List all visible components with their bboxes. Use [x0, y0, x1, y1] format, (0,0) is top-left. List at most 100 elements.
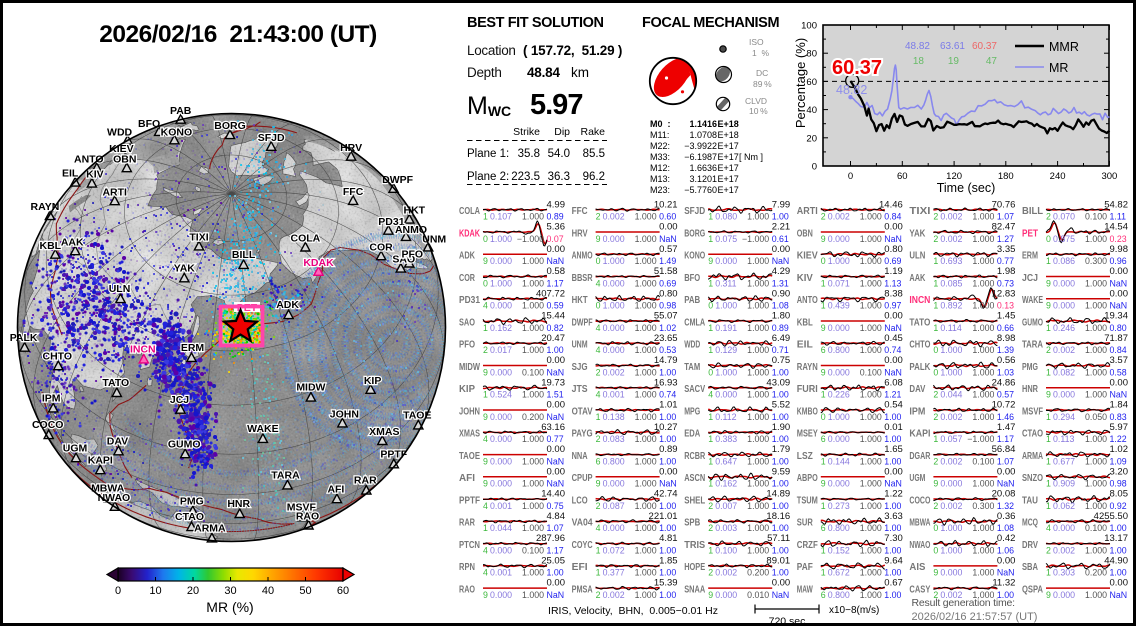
- svg-text:9: 9: [483, 256, 488, 266]
- svg-text:HNR: HNR: [1022, 384, 1039, 395]
- svg-text:MR: MR: [1049, 61, 1068, 75]
- svg-text:ERM: ERM: [1022, 251, 1038, 262]
- svg-text:1.00: 1.00: [659, 568, 676, 578]
- svg-text:0: 0: [1046, 234, 1051, 244]
- svg-text:1: 1: [1046, 456, 1051, 466]
- svg-text:Time (sec): Time (sec): [937, 181, 996, 195]
- svg-text:44.90: 44.90: [1104, 556, 1128, 567]
- svg-text:1.00: 1.00: [659, 523, 676, 533]
- svg-text:YAK: YAK: [909, 228, 926, 239]
- svg-text:MMR: MMR: [1049, 40, 1079, 54]
- svg-text:1.000: 1.000: [747, 523, 769, 533]
- svg-text:0.000: 0.000: [1053, 590, 1075, 600]
- svg-text:1.00: 1.00: [547, 345, 564, 355]
- svg-text:0.010: 0.010: [747, 590, 769, 600]
- svg-text:1.47: 1.47: [997, 422, 1016, 433]
- svg-text:20: 20: [806, 133, 817, 144]
- svg-text:9: 9: [821, 479, 826, 489]
- svg-text:0.062: 0.062: [1053, 501, 1075, 511]
- svg-text:6: 6: [821, 590, 826, 600]
- svg-text:6.49: 6.49: [772, 333, 791, 344]
- svg-text:24.86: 24.86: [992, 377, 1016, 388]
- svg-text:0.107: 0.107: [490, 212, 512, 222]
- svg-text:NWAO: NWAO: [909, 540, 930, 551]
- svg-text:UNM: UNM: [572, 340, 588, 351]
- svg-text:1: 1: [821, 456, 826, 466]
- svg-text:1.07: 1.07: [547, 523, 564, 533]
- svg-text:1.00: 1.00: [772, 501, 789, 511]
- svg-text:0.01: 0.01: [884, 422, 903, 433]
- svg-text:KAPI: KAPI: [909, 429, 930, 440]
- svg-text:IPM: IPM: [909, 406, 925, 417]
- svg-text:WDD: WDD: [107, 127, 132, 139]
- svg-text:4: 4: [1046, 523, 1051, 533]
- svg-text:1: 1: [483, 323, 488, 333]
- svg-text:0.69: 0.69: [884, 256, 901, 266]
- svg-text:MSVF: MSVF: [1022, 406, 1043, 417]
- svg-text:0.001: 0.001: [490, 501, 512, 511]
- svg-text:0.002: 0.002: [715, 568, 737, 578]
- svg-text:IRIS, Velocity, BHN, 0.005−0: IRIS, Velocity, BHN, 0.005−0.01 Hz: [548, 605, 718, 617]
- svg-text:0.226: 0.226: [828, 390, 850, 400]
- svg-text:1: 1: [708, 479, 713, 489]
- svg-text:2: 2: [1046, 545, 1051, 555]
- svg-text:0.98: 0.98: [1110, 479, 1127, 489]
- svg-text:1.000: 1.000: [747, 412, 769, 422]
- svg-text:0.002: 0.002: [603, 367, 625, 377]
- svg-text:HKT: HKT: [404, 205, 426, 217]
- svg-text:SAO: SAO: [392, 254, 415, 266]
- svg-text:0.086: 0.086: [1053, 256, 1075, 266]
- svg-text:48.82: 48.82: [836, 83, 867, 97]
- svg-text:SBA: SBA: [1022, 562, 1038, 573]
- svg-text:1: 1: [708, 545, 713, 555]
- svg-text:0.892: 0.892: [940, 301, 962, 311]
- svg-text:2: 2: [596, 590, 601, 600]
- svg-text:1.49: 1.49: [659, 256, 676, 266]
- svg-text:1.000: 1.000: [635, 479, 657, 489]
- svg-text:0: 0: [483, 234, 488, 244]
- svg-text:BORG: BORG: [684, 228, 705, 239]
- svg-text:1.00: 1.00: [772, 212, 789, 222]
- svg-text:KDAK: KDAK: [459, 228, 481, 239]
- svg-text:0.909: 0.909: [1053, 479, 1075, 489]
- svg-text:FURI: FURI: [797, 384, 818, 395]
- svg-text:PMSA: PMSA: [572, 584, 593, 595]
- svg-text:CTAO: CTAO: [1022, 429, 1043, 440]
- svg-text:1: 1: [708, 345, 713, 355]
- svg-text:0.00: 0.00: [547, 400, 566, 411]
- svg-text:PD31: PD31: [378, 216, 404, 228]
- svg-text:0.00: 0.00: [997, 556, 1016, 567]
- svg-text:INCN: INCN: [130, 344, 156, 356]
- svg-text:0.000: 0.000: [603, 523, 625, 533]
- svg-text:SACV: SACV: [684, 384, 705, 395]
- svg-text:ARTI: ARTI: [797, 206, 818, 217]
- svg-text:1.000: 1.000: [972, 545, 994, 555]
- svg-text:0.524: 0.524: [490, 390, 512, 400]
- svg-text:2: 2: [933, 412, 938, 422]
- svg-text:0.002: 0.002: [603, 212, 625, 222]
- svg-text:0.080: 0.080: [715, 212, 737, 222]
- svg-text:0.057: 0.057: [940, 434, 962, 444]
- svg-text:PMG: PMG: [180, 495, 204, 507]
- svg-text:SFJD: SFJD: [684, 206, 705, 217]
- svg-text:ULN: ULN: [909, 251, 925, 262]
- svg-text:0: 0: [933, 367, 938, 377]
- svg-text:MCQ: MCQ: [1022, 518, 1038, 529]
- svg-text:0.002: 0.002: [940, 590, 962, 600]
- svg-text:IPM: IPM: [42, 393, 61, 405]
- svg-text:NaN: NaN: [884, 367, 902, 377]
- svg-text:PALK: PALK: [10, 332, 38, 344]
- svg-text:1.000: 1.000: [1085, 323, 1107, 333]
- svg-text:1.000: 1.000: [522, 479, 544, 489]
- svg-text:0.044: 0.044: [940, 390, 962, 400]
- svg-text:1.22: 1.22: [884, 489, 903, 500]
- svg-text:KBL: KBL: [797, 317, 813, 328]
- svg-text:2: 2: [933, 212, 938, 222]
- svg-text:0.80: 0.80: [884, 244, 903, 255]
- svg-text:14.79: 14.79: [654, 355, 678, 366]
- svg-text:CMLA: CMLA: [684, 317, 705, 328]
- svg-text:PMG: PMG: [1022, 362, 1038, 373]
- svg-text:1.000: 1.000: [972, 323, 994, 333]
- svg-text:19.34: 19.34: [1104, 311, 1128, 322]
- svg-text:0: 0: [848, 171, 853, 182]
